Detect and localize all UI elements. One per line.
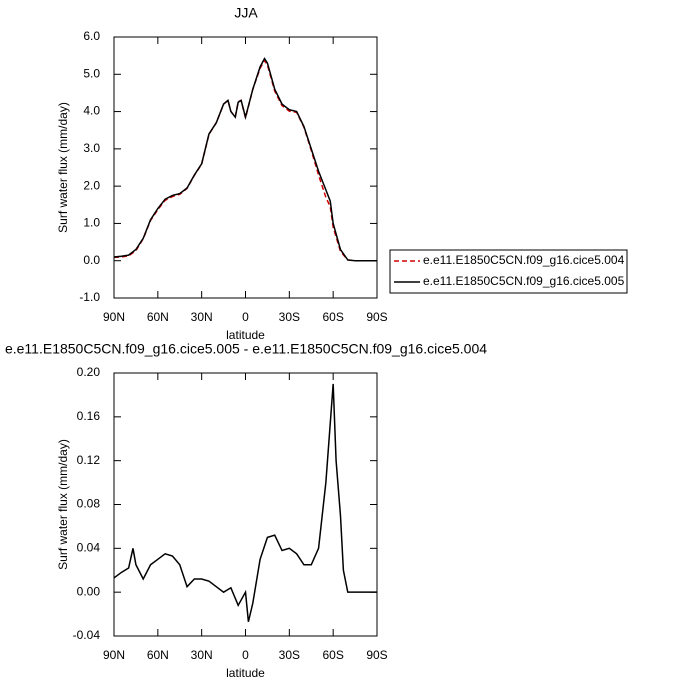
y-axis-label: Surf water flux (mm/day) xyxy=(56,439,70,570)
y-tick-label: 0.00 xyxy=(77,584,101,598)
plot-frame xyxy=(113,36,378,299)
y-tick-label: 4.0 xyxy=(83,104,100,118)
plot-frame xyxy=(113,372,378,637)
series-line xyxy=(113,383,377,622)
x-tick-label: 0 xyxy=(242,310,249,324)
x-tick-label: 30S xyxy=(279,648,300,662)
y-tick-label: 6.0 xyxy=(83,29,100,43)
x-axis-label: latitude xyxy=(226,666,265,680)
legend-label: e.e11.E1850C5CN.f09_g16.cice5.005 xyxy=(423,274,625,288)
y-tick-label: 1.0 xyxy=(83,216,100,230)
y-tick-label: 0.04 xyxy=(77,541,101,555)
y-tick-label: 5.0 xyxy=(83,66,100,80)
y-tick-label: -1.0 xyxy=(79,290,100,304)
x-tick-label: 30N xyxy=(191,648,213,662)
x-axis-label: latitude xyxy=(226,328,265,342)
legend-box xyxy=(389,249,628,294)
x-tick-label: 90N xyxy=(103,648,125,662)
y-tick-label: 0.0 xyxy=(83,253,100,267)
x-tick-label: 60S xyxy=(322,648,343,662)
y-axis-label: Surf water flux (mm/day) xyxy=(56,102,70,233)
series-line xyxy=(113,57,377,262)
y-tick-label: 0.08 xyxy=(77,497,101,511)
y-tick-label: 3.0 xyxy=(83,141,100,155)
x-tick-label: 90N xyxy=(103,310,125,324)
y-tick-label: 0.16 xyxy=(77,409,101,423)
x-tick-label: 60N xyxy=(147,648,169,662)
y-tick-label: 2.0 xyxy=(83,178,100,192)
x-tick-label: 60S xyxy=(322,310,343,324)
x-tick-label: 60N xyxy=(147,310,169,324)
x-tick-label: 90S xyxy=(366,310,387,324)
series-line xyxy=(113,59,377,262)
chart-title: JJA xyxy=(234,5,258,21)
chart-title: e.e11.E1850C5CN.f09_g16.cice5.005 - e.e1… xyxy=(5,341,487,357)
x-tick-label: 0 xyxy=(242,648,249,662)
x-tick-label: 30N xyxy=(191,310,213,324)
legend-label: e.e11.E1850C5CN.f09_g16.cice5.004 xyxy=(423,253,625,267)
y-tick-label: 0.12 xyxy=(77,453,101,467)
x-tick-label: 90S xyxy=(366,648,387,662)
y-tick-label: 0.20 xyxy=(77,365,101,379)
x-tick-label: 30S xyxy=(279,310,300,324)
y-tick-label: -0.04 xyxy=(73,628,101,642)
